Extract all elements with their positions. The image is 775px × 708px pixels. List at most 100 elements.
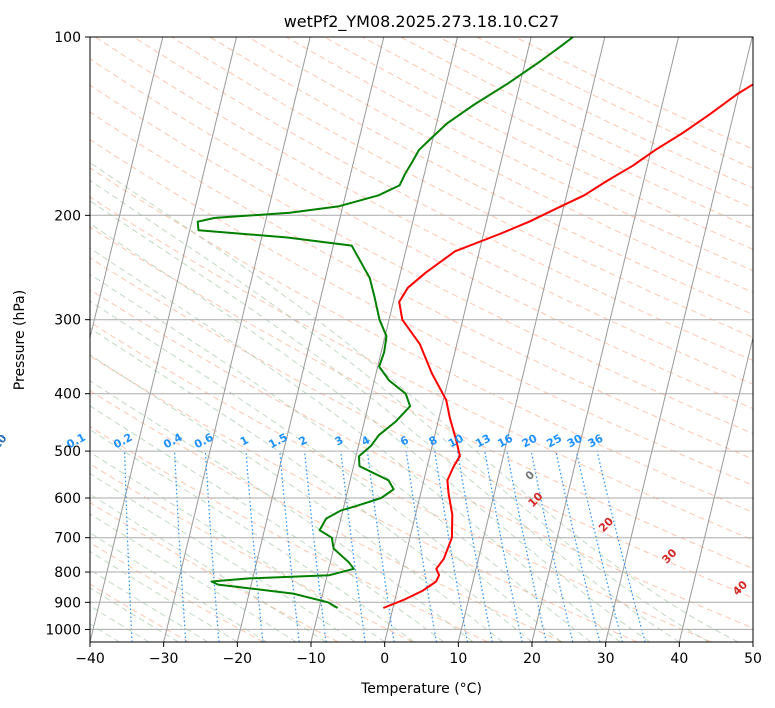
moist-adiabat bbox=[90, 273, 592, 642]
mixing-ratio-label: 16 bbox=[495, 432, 515, 451]
dry-adiabat bbox=[90, 196, 753, 541]
moist-adiabat bbox=[90, 587, 179, 642]
x-axis-ticks: −40 −30 −20 −10 0 10 20 30 40 50 bbox=[75, 642, 762, 667]
plot-frame bbox=[89, 36, 754, 643]
isotherm bbox=[384, 37, 532, 642]
moist-adiabat-label: 10 bbox=[526, 490, 546, 510]
mixing-ratio-label: 10 bbox=[446, 432, 466, 451]
x-tick-label: 10 bbox=[449, 651, 467, 667]
mixing-ratio-label: 13 bbox=[473, 432, 493, 451]
moist-adiabat bbox=[90, 493, 326, 642]
isotherm bbox=[531, 37, 679, 642]
dry-adiabat bbox=[324, 37, 753, 250]
x-tick-label: 20 bbox=[523, 651, 541, 667]
y-axis-label: Pressure (hPa) bbox=[12, 290, 28, 390]
isotherm bbox=[310, 37, 458, 642]
dry-adiabat bbox=[90, 167, 753, 513]
y-tick-label: 500 bbox=[54, 444, 81, 460]
background-lines bbox=[90, 37, 753, 642]
mixing-ratio-label: 1 bbox=[238, 433, 251, 448]
x-tick-label: 40 bbox=[670, 651, 688, 667]
isopleth-labels: 0.10.20.40.611.52346810131620253036-100-… bbox=[0, 431, 750, 599]
mixing-ratio-label: 20 bbox=[520, 432, 540, 451]
mixing-ratio-line bbox=[340, 451, 366, 642]
isotherm bbox=[678, 335, 753, 642]
mixing-ratio-label: 0.6 bbox=[192, 431, 216, 452]
y-tick-label: 400 bbox=[54, 387, 81, 403]
dry-adiabat bbox=[90, 502, 339, 642]
x-tick-label: 30 bbox=[597, 651, 615, 667]
mixing-ratio-line bbox=[575, 450, 623, 642]
y-tick-label: 300 bbox=[54, 313, 81, 329]
moist-adiabat bbox=[90, 327, 533, 642]
dry-adiabat bbox=[90, 321, 712, 642]
x-tick-label: 0 bbox=[380, 651, 389, 667]
y-tick-label: 700 bbox=[54, 531, 81, 547]
y-tick-label: 600 bbox=[54, 491, 81, 507]
moist-adiabat bbox=[90, 513, 297, 642]
x-tick-label: 50 bbox=[744, 651, 762, 667]
mixing-ratio-line bbox=[506, 450, 547, 642]
mixing-ratio-line bbox=[555, 450, 601, 642]
y-tick-label: 200 bbox=[54, 208, 81, 224]
dry-adiabat bbox=[438, 37, 753, 189]
chart-title: wetPf2_YM08.2025.273.18.10.C27 bbox=[284, 12, 560, 32]
isotherm bbox=[90, 37, 237, 642]
isotherm bbox=[90, 37, 164, 340]
x-tick-label: −40 bbox=[75, 651, 105, 667]
dry-adiabat bbox=[90, 583, 190, 642]
isotherm bbox=[752, 639, 753, 642]
x-tick-label: −20 bbox=[223, 651, 253, 667]
dry-adiabat-label: -10 bbox=[0, 432, 10, 456]
mixing-ratio-line bbox=[124, 451, 133, 642]
dry-adiabat bbox=[90, 226, 753, 570]
moist-adiabat bbox=[90, 569, 209, 642]
mixing-ratio-label: 25 bbox=[544, 432, 564, 451]
mixing-ratio-line bbox=[484, 450, 523, 642]
mixing-ratio-line bbox=[304, 451, 327, 642]
moist-adiabat bbox=[90, 200, 680, 642]
moist-adiabat bbox=[90, 405, 444, 642]
mixing-ratio-label: 3 bbox=[333, 433, 346, 448]
moist-adiabat bbox=[90, 179, 710, 642]
mixing-ratio-label: 2 bbox=[297, 433, 310, 448]
x-tick-label: −10 bbox=[296, 651, 326, 667]
mixing-ratio-label: 6 bbox=[398, 433, 411, 448]
dry-adiabat bbox=[90, 390, 563, 642]
dry-adiabat bbox=[247, 37, 753, 293]
dry-adiabat bbox=[90, 111, 753, 460]
mixing-ratio-line bbox=[245, 451, 264, 642]
moist-adiabat bbox=[90, 473, 356, 642]
mixing-ratio-label: 0.2 bbox=[111, 431, 134, 452]
moist-adiabat-label: 0 bbox=[523, 468, 538, 483]
mixing-ratio-line bbox=[456, 451, 493, 642]
dry-adiabat bbox=[171, 37, 753, 338]
mixing-ratio-label: 0.4 bbox=[161, 431, 185, 452]
mixing-ratio-line bbox=[279, 451, 300, 642]
dry-adiabat bbox=[90, 426, 488, 642]
isotherm bbox=[236, 37, 385, 642]
moist-adiabat bbox=[90, 300, 562, 642]
dry-adiabat bbox=[90, 355, 638, 642]
mixing-ratio-line bbox=[596, 450, 646, 642]
isotherm bbox=[457, 37, 606, 642]
temperature-profile bbox=[382, 83, 753, 609]
y-tick-label: 800 bbox=[54, 565, 81, 581]
mixing-ratio-label: 1.5 bbox=[266, 431, 289, 452]
mixing-ratio-line bbox=[530, 450, 574, 642]
moist-adiabat bbox=[90, 247, 621, 642]
mixing-ratio-line bbox=[174, 451, 187, 642]
x-tick-label: −30 bbox=[149, 651, 179, 667]
dry-adiabat bbox=[90, 84, 753, 435]
moist-adiabat bbox=[90, 161, 739, 642]
dry-adiabat bbox=[90, 257, 753, 599]
y-tick-label: 1000 bbox=[45, 622, 81, 638]
mixing-ratio-label: 30 bbox=[565, 432, 585, 451]
isotherm bbox=[163, 37, 311, 642]
mixing-ratio-label: 8 bbox=[427, 433, 440, 448]
moist-adiabat bbox=[90, 429, 415, 642]
y-tick-label: 900 bbox=[54, 595, 81, 611]
dewpoint-profile bbox=[196, 37, 574, 609]
mixing-ratio-line bbox=[366, 451, 395, 642]
